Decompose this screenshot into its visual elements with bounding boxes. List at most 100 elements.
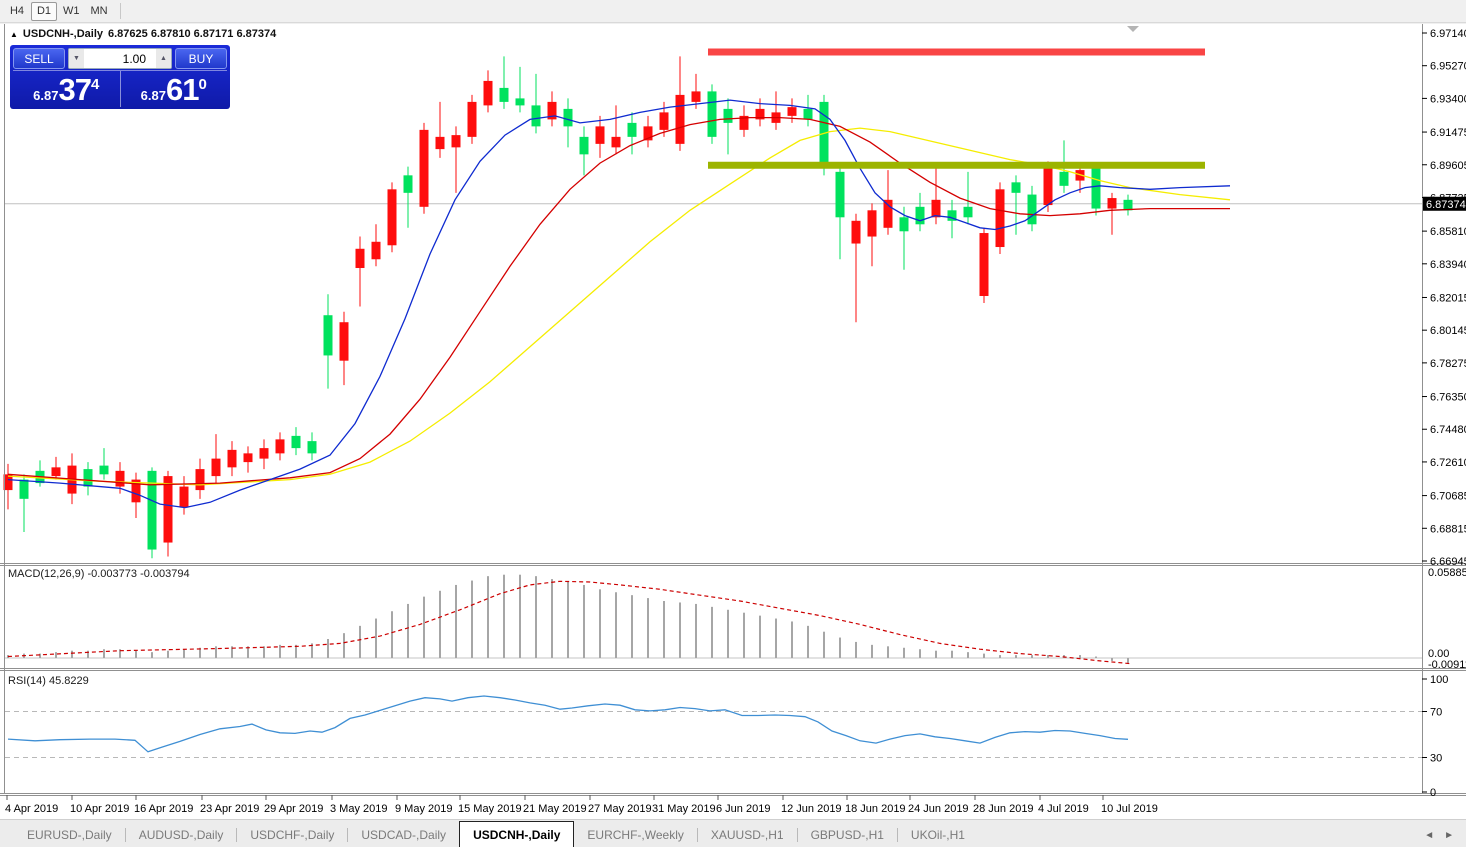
tab-eurusd-daily[interactable]: EURUSD-,Daily — [27, 828, 112, 842]
candle-body — [739, 115, 749, 130]
date-tick-label: 23 Apr 2019 — [200, 803, 259, 815]
candle-body — [691, 91, 701, 102]
tab-gbpusd-h1[interactable]: GBPUSD-,H1 — [810, 828, 884, 842]
candle-body — [979, 233, 989, 296]
date-tick-label: 10 Jul 2019 — [1101, 803, 1158, 815]
volume-input[interactable]: 1.00 — [84, 49, 156, 68]
candle-body — [451, 135, 461, 148]
volume-stepper[interactable]: ▼ 1.00 ▲ — [68, 48, 172, 69]
candle-body — [1123, 199, 1133, 211]
timeframe-button-h4[interactable]: H4 — [9, 5, 25, 17]
buy-price-prefix: 6.87 — [140, 88, 166, 103]
macd-axis-label: 0.00 — [1428, 648, 1449, 660]
price-tick-label: 6.76350 — [1430, 392, 1466, 404]
candle-body — [339, 322, 349, 361]
price-tick-label: 6.93400 — [1430, 93, 1466, 105]
tab-xauusd-h1[interactable]: XAUUSD-,H1 — [710, 828, 784, 842]
candle-body — [243, 453, 253, 463]
candle-body — [195, 469, 205, 491]
price-tick-label: 6.68815 — [1430, 523, 1466, 535]
chart-ohlc-values: 6.87625 6.87810 6.87171 6.87374 — [108, 28, 277, 40]
candle-body — [275, 439, 285, 454]
candle-body — [1059, 171, 1069, 186]
candle-body — [579, 136, 589, 155]
volume-increase-icon[interactable]: ▲ — [156, 49, 171, 68]
buy-button[interactable]: BUY — [175, 48, 227, 69]
date-tick-label: 27 May 2019 — [588, 803, 652, 815]
ma-red-line — [7, 116, 1230, 486]
candle-body — [131, 479, 141, 503]
candle-body — [19, 479, 29, 499]
candle-body — [179, 486, 189, 508]
date-tick-label: 21 May 2019 — [523, 803, 587, 815]
candle-body — [1011, 182, 1021, 193]
tab-divider — [896, 828, 898, 842]
tab-scroll-right-icon[interactable]: ► — [1444, 830, 1454, 841]
candle-body — [387, 189, 397, 246]
price-tick-label: 6.72610 — [1430, 457, 1466, 469]
tab-usdcnh-daily[interactable]: USDCNH-,Daily — [459, 821, 575, 847]
macd-axis-label: -0.009116 — [1428, 659, 1466, 671]
tab-usdcad-daily[interactable]: USDCAD-,Daily — [361, 828, 447, 842]
sell-button[interactable]: SELL — [13, 48, 65, 69]
candle-body — [995, 189, 1005, 248]
tab-scroll-left-icon[interactable]: ◄ — [1424, 830, 1435, 841]
candle-body — [259, 448, 269, 459]
candle-body — [851, 220, 861, 244]
tab-eurchf-weekly[interactable]: EURCHF-,Weekly — [587, 828, 684, 842]
one-click-trading-panel: SELL ▼ 1.00 ▲ BUY 6.87 37 4 6.87 61 0 — [10, 45, 230, 109]
price-tick-label: 6.83940 — [1430, 259, 1466, 271]
timeframe-button-d1[interactable]: D1 — [31, 1, 57, 21]
rsi-axis-label: 70 — [1430, 707, 1442, 719]
timeframe-button-w1[interactable]: W1 — [63, 5, 80, 17]
tab-divider — [236, 828, 238, 842]
date-tick-label: 4 Jul 2019 — [1038, 803, 1089, 815]
buy-price[interactable]: 6.87 61 0 — [121, 71, 228, 107]
candlestick-series — [3, 56, 1133, 559]
candle-body — [531, 105, 541, 127]
date-tick-label: 10 Apr 2019 — [70, 803, 129, 815]
date-tick-label: 31 May 2019 — [652, 803, 716, 815]
date-tick-label: 16 Apr 2019 — [134, 803, 193, 815]
candle-body — [467, 101, 477, 137]
volume-decrease-icon[interactable]: ▼ — [69, 49, 84, 68]
tab-audusd-daily[interactable]: AUDUSD-,Daily — [138, 828, 224, 842]
candle-body — [371, 241, 381, 260]
date-tick-label: 12 Jun 2019 — [781, 803, 842, 815]
date-tick-label: 9 May 2019 — [395, 803, 452, 815]
rsi-label: RSI(14) 45.8229 — [8, 675, 89, 687]
candle-body — [787, 107, 797, 116]
rsi-axis-label: 30 — [1430, 753, 1442, 765]
tab-divider — [124, 828, 126, 842]
candle-body — [99, 465, 109, 475]
candle-body — [819, 101, 829, 169]
ma-blue-line — [7, 99, 1231, 509]
candle-body — [163, 476, 173, 543]
candle-body — [323, 315, 333, 356]
candle-body — [403, 175, 413, 193]
candle-body — [355, 248, 365, 269]
price-tick-label: 6.80145 — [1430, 325, 1466, 337]
candle-body — [883, 199, 893, 228]
timeframe-button-mn[interactable]: MN — [90, 5, 108, 17]
tab-ukoil-h1[interactable]: UKOil-,H1 — [910, 828, 965, 842]
candle-body — [563, 108, 573, 127]
date-tick-label: 29 Apr 2019 — [264, 803, 323, 815]
candle-body — [803, 108, 813, 120]
date-tick-label: 3 May 2019 — [330, 803, 387, 815]
timeframe-toolbar: H4 D1 W1 MN — [0, 0, 1466, 23]
price-tick-label: 6.91475 — [1430, 127, 1466, 139]
price-tick-label: 6.66945 — [1430, 556, 1466, 568]
candle-body — [835, 171, 845, 218]
sell-price[interactable]: 6.87 37 4 — [13, 71, 121, 107]
price-tick-label: 6.85810 — [1430, 226, 1466, 238]
tab-usdchf-daily[interactable]: USDCHF-,Daily — [250, 828, 335, 842]
price-tick-label: 6.70685 — [1430, 491, 1466, 503]
candle-body — [611, 136, 621, 148]
buy-price-pips: 61 — [165, 72, 199, 107]
price-tick-label: 6.89605 — [1430, 160, 1466, 172]
candle-body — [867, 210, 877, 237]
rsi-line — [7, 695, 1129, 753]
one-click-expander-icon[interactable]: ▲ — [10, 29, 18, 39]
